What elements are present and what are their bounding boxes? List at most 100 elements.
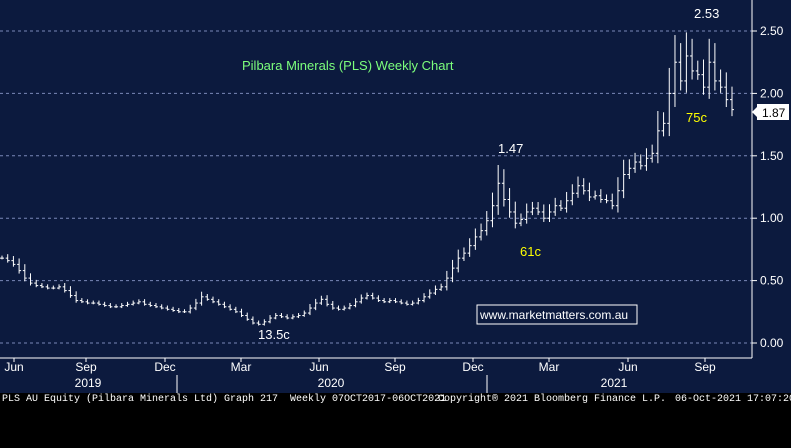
last-price-text: 1.87 [762, 106, 786, 120]
price-bar [353, 298, 358, 308]
price-bar [718, 69, 723, 93]
price-bar [131, 300, 136, 306]
price-bar [672, 35, 677, 107]
watermark-box: www.marketmatters.com.au [476, 304, 638, 325]
x-month-label: Jun [618, 360, 637, 374]
price-bar [268, 315, 273, 324]
x-year-label: 2020 [318, 376, 345, 390]
price-bar [108, 303, 113, 309]
price-bar [524, 203, 529, 224]
price-bar [461, 247, 466, 261]
price-bar [724, 72, 729, 108]
price-bar [536, 202, 541, 216]
price-bar [416, 297, 421, 305]
price-bar [142, 299, 147, 306]
price-bar [228, 304, 233, 311]
price-bar [627, 159, 632, 180]
x-month-label: Sep [694, 360, 716, 374]
price-bar [615, 177, 620, 213]
price-bar [650, 144, 655, 163]
price-bar [570, 184, 575, 206]
price-bar [667, 67, 672, 137]
price-bar [319, 295, 324, 305]
y-tick-label: 2.00 [760, 86, 784, 100]
price-bar [245, 312, 250, 321]
price-bar [336, 305, 341, 311]
price-bar [661, 112, 666, 137]
price-bar [148, 301, 153, 307]
price-bar [638, 154, 643, 170]
price-bar [250, 316, 255, 325]
annotation-high: 2.53 [694, 6, 719, 21]
price-bar [621, 159, 626, 199]
price-bar [216, 299, 221, 306]
annotation-peak-2021: 1.47 [498, 141, 523, 156]
x-month-label: Dec [462, 360, 483, 374]
price-bar [382, 298, 387, 304]
price-bar [171, 306, 176, 312]
last-price-tag: 1.87 [752, 104, 789, 120]
price-bar [34, 279, 39, 288]
y-tick-label: 0.00 [760, 336, 784, 350]
price-bar [114, 304, 119, 309]
price-bar [479, 223, 484, 241]
x-year-label: 2021 [601, 376, 628, 390]
price-bar [456, 249, 461, 273]
price-bar [290, 314, 295, 320]
price-bar [547, 204, 552, 223]
price-bar [296, 313, 301, 319]
price-bar [176, 308, 181, 314]
x-month-label: Sep [384, 360, 406, 374]
price-bar [285, 314, 290, 320]
price-bar [427, 289, 432, 299]
price-bar [410, 300, 415, 306]
price-bar [399, 299, 404, 305]
x-month-label: Jun [309, 360, 328, 374]
price-bar [598, 189, 603, 203]
y-tick-label: 0.50 [760, 274, 784, 288]
price-bar [22, 264, 27, 282]
price-bar [564, 191, 569, 213]
price-bar [433, 285, 438, 296]
price-bar [193, 298, 198, 311]
price-bar [558, 200, 563, 211]
price-bar [0, 255, 4, 260]
price-bar [707, 38, 712, 99]
price-bar [701, 59, 706, 95]
annotation-high-text: 2.53 [694, 6, 719, 21]
price-bar [199, 291, 204, 306]
price-bar [359, 294, 364, 304]
price-bar [102, 301, 107, 307]
price-bar [518, 213, 523, 227]
price-bar [165, 305, 170, 311]
price-bar [581, 178, 586, 195]
price-bar [553, 197, 558, 216]
price-bar [62, 283, 67, 293]
price-bar [330, 301, 335, 310]
price-bar [262, 319, 267, 326]
price-bar [610, 193, 615, 210]
x-month-label: Mar [539, 360, 560, 374]
price-bar [593, 190, 598, 200]
price-bar [684, 32, 689, 93]
price-bar [28, 273, 33, 286]
price-bar [501, 169, 506, 207]
chart-title: Pilbara Minerals (PLS) Weekly Chart [242, 58, 454, 73]
price-bar [530, 201, 535, 216]
price-bar [91, 300, 96, 305]
price-bar [11, 256, 16, 267]
price-bar [182, 309, 187, 314]
price-bar [256, 320, 261, 326]
price-bar [96, 300, 101, 306]
price-bar [119, 303, 124, 309]
price-bar [222, 301, 227, 309]
y-tick-label: 1.00 [760, 211, 784, 225]
footer-timestamp: 06-Oct-2021 17:07:20 [675, 394, 791, 405]
price-bar [541, 204, 546, 222]
price-bar [507, 188, 512, 218]
price-bar [712, 43, 717, 91]
y-tick-label: 2.50 [760, 24, 784, 38]
price-bar [239, 308, 244, 318]
x-month-label: Jun [4, 360, 23, 374]
price-bar [211, 296, 216, 304]
